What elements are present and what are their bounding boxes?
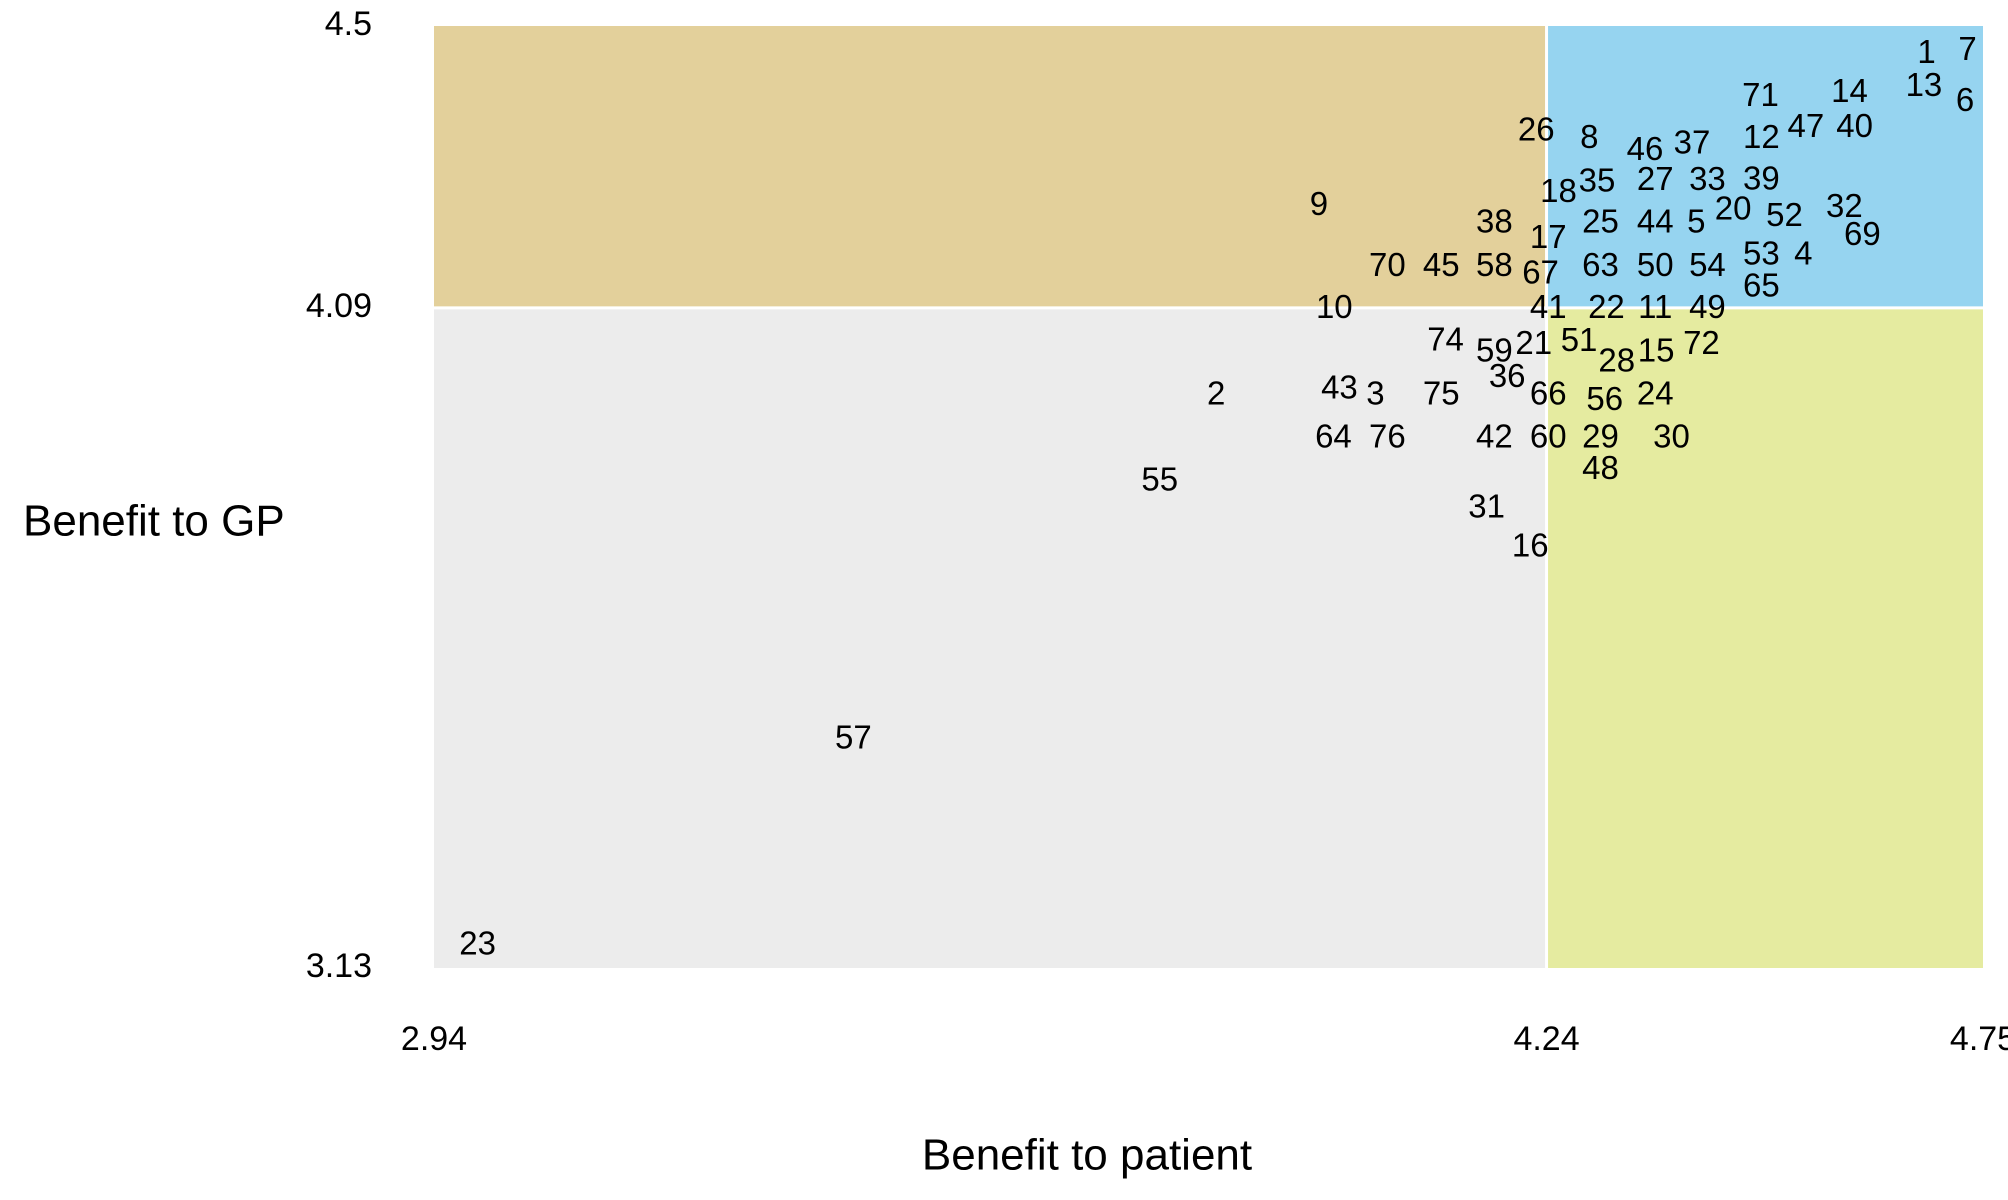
point-label: 51 xyxy=(1561,321,1598,358)
point-label: 32 xyxy=(1826,187,1863,224)
point-label: 18 xyxy=(1540,172,1577,209)
point-label: 63 xyxy=(1582,246,1619,283)
point-label: 17 xyxy=(1530,218,1567,255)
point-label: 57 xyxy=(835,718,872,755)
x-tick-label: 4.75 xyxy=(1950,1020,2008,1058)
point-label: 12 xyxy=(1743,118,1780,155)
x-tick-label: 2.94 xyxy=(401,1020,467,1058)
point-label: 1 xyxy=(1917,33,1935,70)
point-label: 35 xyxy=(1579,161,1616,198)
point-label: 15 xyxy=(1638,331,1675,368)
point-label: 4 xyxy=(1794,234,1812,271)
point-label: 76 xyxy=(1369,417,1406,454)
point-label: 30 xyxy=(1653,417,1690,454)
point-label: 54 xyxy=(1689,246,1726,283)
y-tick-label: 3.13 xyxy=(306,947,372,985)
point-label: 10 xyxy=(1316,288,1353,325)
point-label: 52 xyxy=(1766,196,1803,233)
point-label: 37 xyxy=(1674,124,1711,161)
point-label: 74 xyxy=(1427,320,1464,357)
point-label: 43 xyxy=(1321,368,1358,405)
point-label: 72 xyxy=(1683,324,1720,361)
point-label: 8 xyxy=(1580,118,1598,155)
x-tick-label: 4.24 xyxy=(1513,1020,1579,1058)
point-label: 65 xyxy=(1743,267,1780,304)
point-label: 67 xyxy=(1522,254,1559,291)
point-label: 71 xyxy=(1742,76,1779,113)
point-label: 75 xyxy=(1423,375,1460,412)
point-label: 33 xyxy=(1689,160,1726,197)
y-tick-label: 4.09 xyxy=(306,287,372,325)
point-label: 26 xyxy=(1518,111,1555,148)
point-label: 41 xyxy=(1530,288,1567,325)
point-label: 23 xyxy=(459,925,496,962)
point-label: 70 xyxy=(1369,246,1406,283)
point-label: 13 xyxy=(1906,66,1943,103)
point-label: 7 xyxy=(1958,30,1976,67)
point-label: 39 xyxy=(1743,159,1780,196)
point-label: 24 xyxy=(1637,375,1674,412)
point-label: 9 xyxy=(1310,185,1328,222)
point-label: 64 xyxy=(1315,417,1352,454)
quadrant-bottom-right xyxy=(1546,307,1983,968)
point-label: 50 xyxy=(1637,246,1674,283)
point-label: 53 xyxy=(1743,234,1780,271)
point-label: 42 xyxy=(1476,417,1513,454)
y-axis-title: Benefit to GP xyxy=(23,497,285,546)
point-label: 3 xyxy=(1366,375,1384,412)
point-label: 31 xyxy=(1468,487,1505,524)
point-label: 25 xyxy=(1582,203,1619,240)
point-label: 47 xyxy=(1787,107,1824,144)
point-label: 48 xyxy=(1582,449,1619,486)
point-label: 36 xyxy=(1489,357,1526,394)
point-label: 20 xyxy=(1715,190,1752,227)
quadrant-top-right xyxy=(1546,26,1983,308)
point-label: 14 xyxy=(1831,72,1868,109)
point-label: 58 xyxy=(1476,246,1513,283)
y-tick-label: 4.5 xyxy=(325,5,372,43)
quadrant-bottom-left xyxy=(434,307,1547,968)
point-label: 69 xyxy=(1844,215,1881,252)
point-label: 21 xyxy=(1515,324,1552,361)
point-label: 46 xyxy=(1627,130,1664,167)
point-label: 29 xyxy=(1582,417,1619,454)
point-label: 38 xyxy=(1476,203,1513,240)
quadrant-top-left xyxy=(434,26,1547,308)
point-label: 16 xyxy=(1512,527,1549,564)
point-label: 66 xyxy=(1530,375,1567,412)
point-label: 6 xyxy=(1956,81,1974,118)
point-label: 27 xyxy=(1637,160,1674,197)
point-label: 44 xyxy=(1637,203,1674,240)
point-label: 11 xyxy=(1638,288,1672,325)
point-label: 59 xyxy=(1476,331,1513,368)
point-label: 28 xyxy=(1598,342,1635,379)
point-label: 22 xyxy=(1588,288,1625,325)
point-label: 2 xyxy=(1207,375,1225,412)
point-label: 45 xyxy=(1423,246,1460,283)
point-label: 5 xyxy=(1687,203,1705,240)
point-label: 56 xyxy=(1586,380,1623,417)
point-label: 55 xyxy=(1141,461,1178,498)
point-label: 49 xyxy=(1689,288,1726,325)
point-label: 40 xyxy=(1836,107,1873,144)
x-axis-title: Benefit to patient xyxy=(922,1131,1252,1180)
point-label: 60 xyxy=(1530,417,1567,454)
